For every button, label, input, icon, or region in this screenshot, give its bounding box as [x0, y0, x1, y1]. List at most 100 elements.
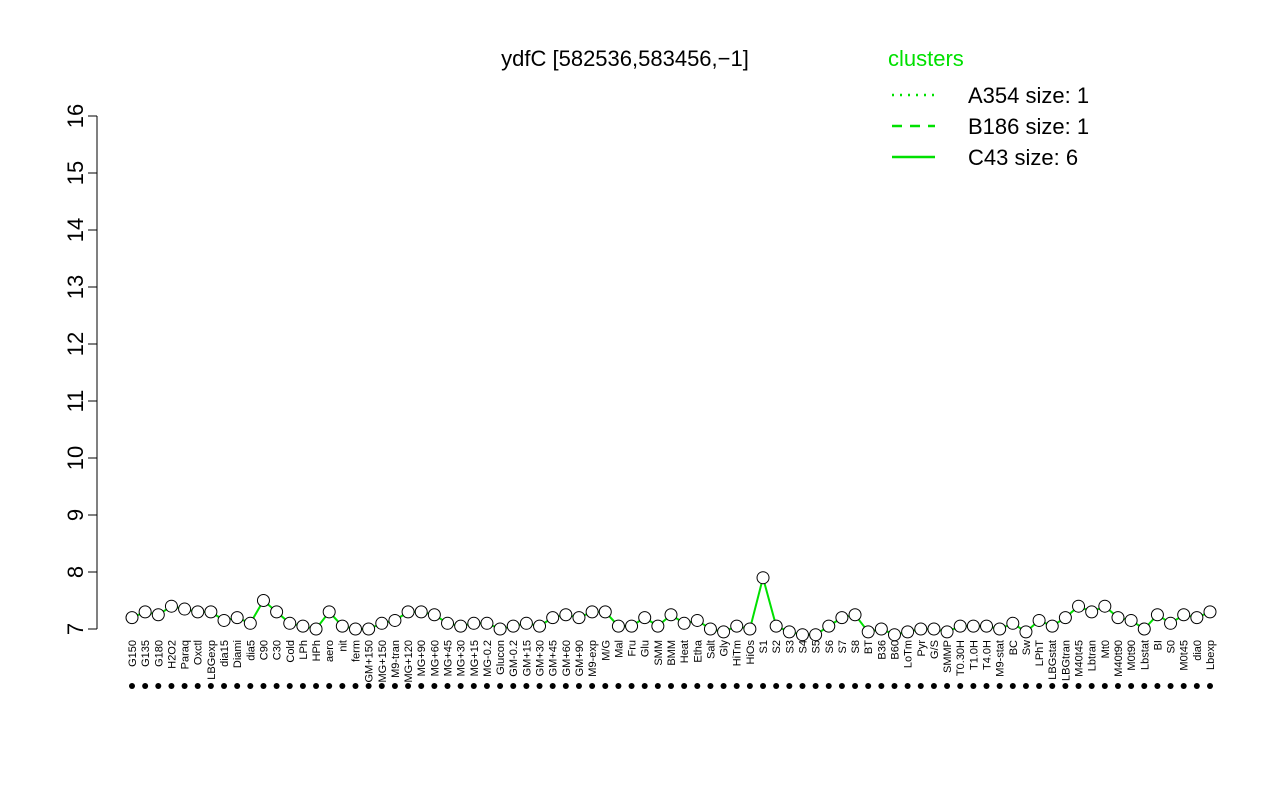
- x-tick-label: T1.0H: [968, 640, 980, 670]
- x-tick-label: M/G: [600, 640, 612, 661]
- x-tick-label: Mt0: [1100, 640, 1112, 658]
- x-tick-label: M40t45: [1074, 640, 1086, 677]
- point: [638, 611, 652, 625]
- x-tick-label: Glucon: [495, 640, 507, 675]
- rug-dot: [865, 683, 872, 689]
- legend-label: B186 size: 1: [968, 114, 1089, 139]
- y-tick-label: 16: [63, 104, 88, 128]
- x-tick-label: MG-0.2: [482, 640, 494, 677]
- point: [743, 622, 757, 636]
- point: [795, 628, 809, 642]
- x-tick-label: BT: [863, 640, 875, 654]
- rug-dot: [418, 683, 425, 689]
- x-tick-label: GM+150: [364, 640, 376, 683]
- rug-dot: [299, 683, 306, 689]
- x-tick-label: SMM: [653, 640, 665, 666]
- point: [204, 605, 218, 619]
- x-tick-label: M9-exp: [587, 640, 599, 677]
- rug-dot: [431, 683, 438, 689]
- point: [703, 622, 717, 636]
- x-tick-label: Paraq: [180, 640, 192, 669]
- point: [178, 602, 192, 616]
- rug-dot: [313, 683, 320, 689]
- point: [1203, 605, 1217, 619]
- x-tick-label: MG+120: [403, 640, 415, 683]
- x-tick-label: MG+150: [377, 640, 389, 683]
- x-tick-label: GM+60: [561, 640, 573, 676]
- point: [953, 619, 967, 633]
- rug-dot: [628, 683, 635, 689]
- rug-dot: [1088, 683, 1095, 689]
- point: [348, 622, 362, 636]
- point: [467, 616, 481, 630]
- x-tick-label: Sw: [1021, 640, 1033, 655]
- point: [914, 622, 928, 636]
- x-tick-label: BMM: [666, 640, 678, 666]
- point: [427, 608, 441, 622]
- x-tick-label: Lbtran: [1087, 640, 1099, 671]
- point: [756, 571, 770, 585]
- x-tick-label: dia5: [245, 640, 257, 661]
- point: [375, 616, 389, 630]
- x-tick-label: Glu: [640, 640, 652, 657]
- x-tick-label: C90: [258, 640, 270, 660]
- x-tick-label: M9-stat: [995, 640, 1007, 677]
- point: [572, 611, 586, 625]
- x-tick-label: Oxctl: [193, 640, 205, 665]
- legend-label: A354 size: 1: [968, 83, 1089, 108]
- point: [677, 616, 691, 630]
- rug-dot: [720, 683, 727, 689]
- point: [980, 619, 994, 633]
- rug-dot: [234, 683, 241, 689]
- x-tick-label: GM+45: [548, 640, 560, 676]
- rug-dot: [1009, 683, 1016, 689]
- point: [1072, 599, 1086, 613]
- y-tick-label: 7: [63, 623, 88, 635]
- x-tick-label: LPh: [298, 640, 310, 660]
- x-tick-label: ferm: [350, 640, 362, 662]
- legend-title: clusters: [888, 46, 964, 71]
- x-tick-label: HiOs: [745, 640, 757, 665]
- x-tick-label: Etha: [692, 639, 704, 663]
- x-tick-label: LPhT: [1034, 640, 1046, 667]
- x-tick-label: S2: [771, 640, 783, 653]
- point: [598, 605, 612, 619]
- x-tick-label: Lbstat: [1139, 640, 1151, 670]
- point: [559, 608, 573, 622]
- point: [611, 619, 625, 633]
- rug-dot: [575, 683, 582, 689]
- point: [940, 625, 954, 639]
- rug-dot: [760, 683, 767, 689]
- point: [1045, 619, 1059, 633]
- rug-dot: [812, 683, 819, 689]
- rug-dot: [391, 683, 398, 689]
- x-tick-label: Fru: [627, 640, 639, 657]
- point: [401, 605, 415, 619]
- x-tick-label: GM+15: [521, 640, 533, 676]
- y-tick-label: 12: [63, 332, 88, 356]
- rug-dot: [1114, 683, 1121, 689]
- x-tick-label: G/S: [929, 640, 941, 659]
- x-tick-label: MG+90: [416, 640, 428, 676]
- point: [782, 625, 796, 639]
- rug-dot: [497, 683, 504, 689]
- y-tick-label: 11: [63, 390, 88, 413]
- point: [585, 605, 599, 619]
- y-tick-label: 10: [63, 446, 88, 470]
- y-tick-label: 15: [63, 161, 88, 185]
- rug-dot: [1101, 683, 1108, 689]
- legend-label: C43 size: 6: [968, 145, 1078, 170]
- x-tick-label: MG+30: [456, 640, 468, 676]
- rug-dot: [444, 683, 451, 689]
- x-tick-label: S3: [784, 640, 796, 653]
- point: [993, 622, 1007, 636]
- rug-dot: [260, 683, 267, 689]
- rug-dot: [1193, 683, 1200, 689]
- rug-dot: [799, 683, 806, 689]
- point: [730, 619, 744, 633]
- point: [296, 619, 310, 633]
- point: [1006, 616, 1020, 630]
- x-tick-label: S8: [850, 640, 862, 653]
- x-tick-label: LoTm: [903, 640, 915, 668]
